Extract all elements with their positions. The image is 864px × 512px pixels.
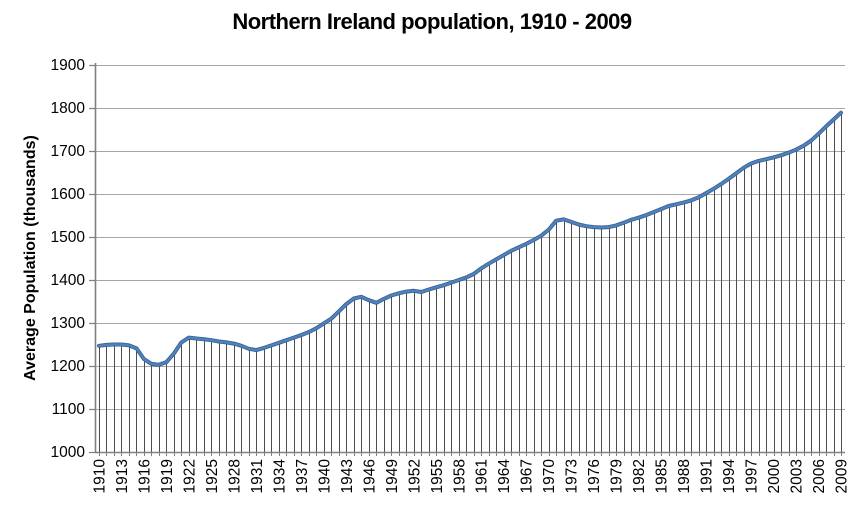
x-tick-label: 1961 xyxy=(474,459,491,493)
x-tick-label: 1958 xyxy=(451,459,468,493)
x-tick-labels: 1910 1913 1916 1919 1922 1925 1928 1931 1934 1937… xyxy=(92,459,851,494)
x-tick-label: 1973 xyxy=(564,459,581,493)
x-tick-label: 1916 xyxy=(137,459,154,493)
x-tick-label: 1955 xyxy=(429,459,446,493)
population-line xyxy=(97,111,843,366)
x-tick-label: 1931 xyxy=(249,459,266,493)
x-tick-label: 1994 xyxy=(721,459,738,494)
x-tick-label: 1919 xyxy=(159,459,176,493)
y-axis-ticks xyxy=(89,64,95,454)
axes xyxy=(94,63,845,454)
horizontal-gridlines xyxy=(95,65,845,410)
x-tick-label: 1979 xyxy=(609,459,626,493)
x-tick-label: 1946 xyxy=(361,459,378,493)
x-tick-label: 1910 xyxy=(92,459,109,494)
y-tick-label: 1100 xyxy=(52,401,86,418)
x-tick-label: 1928 xyxy=(226,459,243,493)
x-tick-label: 1949 xyxy=(384,459,401,493)
y-tick-label: 1800 xyxy=(51,100,86,117)
x-tick-label: 2006 xyxy=(811,459,828,493)
x-tick-label: 1943 xyxy=(339,459,356,493)
x-axis-ticks xyxy=(99,452,842,456)
y-tick-label: 1400 xyxy=(51,272,86,289)
x-tick-label: 1925 xyxy=(204,459,221,493)
x-tick-label: 1985 xyxy=(654,459,671,493)
x-tick-label: 1988 xyxy=(676,459,693,493)
x-tick-label: 1982 xyxy=(631,459,648,493)
y-tick-label: 1200 xyxy=(51,358,86,375)
y-tick-label: 1000 xyxy=(51,444,86,461)
x-tick-label: 1934 xyxy=(271,459,288,494)
x-tick-label: 2003 xyxy=(789,459,806,493)
x-tick-label: 2009 xyxy=(834,459,851,493)
y-tick-label: 1900 xyxy=(51,57,86,74)
y-tick-label: 1700 xyxy=(51,143,86,160)
x-tick-label: 1970 xyxy=(541,459,558,494)
x-tick-label: 1967 xyxy=(519,459,536,493)
y-tick-label: 1600 xyxy=(51,186,86,203)
y-tick-label: 1500 xyxy=(51,229,86,246)
x-tick-label: 1937 xyxy=(294,459,311,493)
x-tick-label: 1952 xyxy=(406,459,423,493)
x-tick-label: 1997 xyxy=(744,459,761,493)
drop-lines xyxy=(99,112,842,452)
x-tick-label: 1913 xyxy=(114,459,131,493)
chart-title: Northern Ireland population, 1910 - 2009 xyxy=(232,9,632,34)
x-tick-label: 1940 xyxy=(316,459,333,494)
x-tick-label: 1964 xyxy=(496,459,513,494)
y-tick-label: 1300 xyxy=(51,315,86,332)
y-tick-labels: 1000 1100 1200 1300 1400 1500 1600 1700 1800 1900 xyxy=(51,57,86,461)
x-tick-label: 1976 xyxy=(586,459,603,493)
x-tick-label: 1991 xyxy=(699,459,716,493)
x-tick-label: 1922 xyxy=(181,459,198,493)
x-tick-label: 2000 xyxy=(766,459,783,494)
